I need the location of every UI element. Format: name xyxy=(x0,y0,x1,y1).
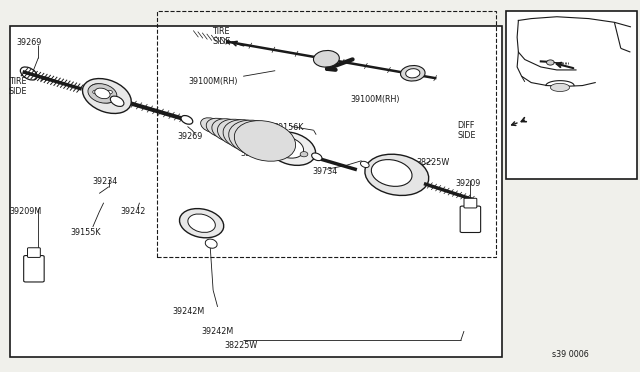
Ellipse shape xyxy=(95,88,110,99)
Text: 39100M(RH): 39100M(RH) xyxy=(351,95,400,104)
Text: 39242M: 39242M xyxy=(202,327,234,336)
Text: TIRE
SIDE: TIRE SIDE xyxy=(212,27,231,46)
Bar xyxy=(157,11,496,257)
Ellipse shape xyxy=(181,116,193,124)
Ellipse shape xyxy=(200,118,222,132)
Ellipse shape xyxy=(267,132,316,166)
Text: 39234: 39234 xyxy=(93,177,118,186)
Ellipse shape xyxy=(88,84,117,103)
Text: 38225W: 38225W xyxy=(224,341,257,350)
FancyBboxPatch shape xyxy=(28,248,40,257)
Text: DIFF
SIDE: DIFF SIDE xyxy=(458,121,476,140)
Ellipse shape xyxy=(300,152,308,157)
Ellipse shape xyxy=(212,119,246,142)
Text: 39155K: 39155K xyxy=(70,228,101,237)
Ellipse shape xyxy=(360,161,369,167)
Ellipse shape xyxy=(314,51,339,67)
Ellipse shape xyxy=(223,120,271,152)
Ellipse shape xyxy=(218,119,259,147)
Ellipse shape xyxy=(312,153,322,161)
Bar xyxy=(10,26,502,357)
Ellipse shape xyxy=(83,78,131,113)
Ellipse shape xyxy=(547,60,554,65)
Ellipse shape xyxy=(371,160,412,186)
Text: TIRE
SIDE: TIRE SIDE xyxy=(9,77,28,96)
Ellipse shape xyxy=(99,89,106,93)
Text: 39269: 39269 xyxy=(178,132,204,141)
Ellipse shape xyxy=(106,90,113,94)
Ellipse shape xyxy=(206,118,234,137)
Ellipse shape xyxy=(550,83,570,92)
Ellipse shape xyxy=(228,120,284,157)
Ellipse shape xyxy=(90,84,115,103)
Text: 39209: 39209 xyxy=(456,179,481,187)
Ellipse shape xyxy=(234,121,296,161)
Text: 39100M(RH): 39100M(RH) xyxy=(189,77,238,86)
Ellipse shape xyxy=(365,154,429,195)
Ellipse shape xyxy=(401,65,425,81)
Text: 39742: 39742 xyxy=(240,149,266,158)
FancyBboxPatch shape xyxy=(464,198,477,208)
Ellipse shape xyxy=(273,137,303,158)
Ellipse shape xyxy=(110,96,124,106)
Ellipse shape xyxy=(179,209,224,238)
Ellipse shape xyxy=(205,239,217,248)
FancyBboxPatch shape xyxy=(460,206,481,232)
Ellipse shape xyxy=(406,69,420,78)
Text: 39242M: 39242M xyxy=(173,307,205,316)
Text: 38225W: 38225W xyxy=(416,158,449,167)
Ellipse shape xyxy=(20,67,37,80)
Text: 39269: 39269 xyxy=(16,38,42,47)
Ellipse shape xyxy=(188,214,215,232)
Text: 39734: 39734 xyxy=(312,167,337,176)
FancyBboxPatch shape xyxy=(24,256,44,282)
Bar xyxy=(506,11,637,179)
Ellipse shape xyxy=(93,90,99,94)
Text: 39156K: 39156K xyxy=(274,123,304,132)
Text: 39209M: 39209M xyxy=(9,207,41,216)
Text: 39242: 39242 xyxy=(120,207,146,216)
Text: s39 0006: s39 0006 xyxy=(552,350,588,359)
